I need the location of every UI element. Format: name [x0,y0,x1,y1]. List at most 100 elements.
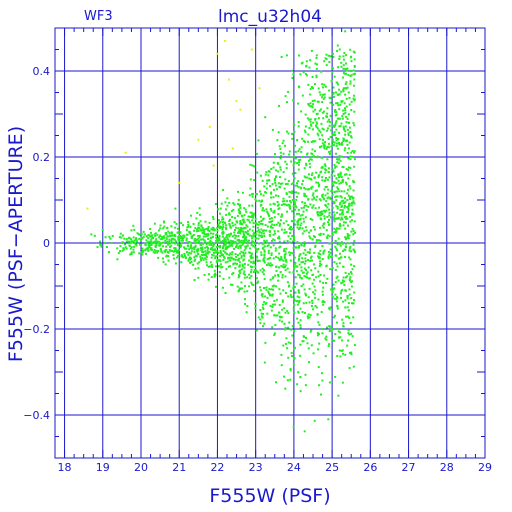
data-point [289,293,292,296]
data-point [309,229,312,232]
data-point [157,249,160,252]
data-point [144,248,147,251]
data-point [130,238,133,241]
data-point [206,227,209,230]
data-point [282,139,285,142]
data-point [335,165,338,168]
data-point [202,251,205,254]
data-point [331,291,334,294]
data-point [284,250,287,253]
data-point [348,96,351,99]
data-point [263,239,266,242]
data-point [165,233,168,236]
data-point [301,340,304,343]
data-point [318,91,321,94]
data-point [340,282,343,285]
data-point [348,333,351,336]
data-point [315,63,318,66]
data-point [283,228,286,231]
data-point [350,219,353,222]
data-point [353,251,356,254]
data-point [309,105,312,108]
data-point [313,176,316,179]
data-point [328,253,331,256]
data-point [213,269,216,272]
data-point [317,214,320,217]
data-point [289,207,292,210]
data-point [316,127,319,130]
data-point [345,139,348,142]
data-point [348,126,351,129]
data-point [236,254,239,257]
data-point [203,233,206,236]
data-point [250,211,253,214]
data-point [353,78,356,81]
data-point [265,182,268,185]
data-point [347,339,350,342]
data-point [321,210,324,213]
data-point [303,202,306,205]
data-point [352,97,355,100]
data-point [296,182,299,185]
data-point [292,271,295,274]
data-point [319,108,322,111]
data-point [322,250,325,253]
data-point [288,251,291,254]
x-tick-label: 20 [134,461,148,474]
data-point [337,237,340,240]
data-point [246,241,249,244]
data-point [342,90,345,93]
data-point [335,81,338,84]
data-point [313,83,316,86]
data-point [280,215,283,218]
data-point [326,237,329,240]
data-point [233,231,236,234]
data-point [174,226,177,229]
data-point [173,221,176,224]
data-point [274,156,277,159]
data-point [336,102,339,105]
data-point [197,267,200,270]
data-point [230,257,233,260]
data-point [339,244,342,247]
data-point [293,265,296,268]
data-point [348,278,351,281]
data-point [264,224,267,227]
data-point [326,107,329,110]
data-point [240,250,243,253]
data-point [301,179,304,182]
data-point [338,241,341,244]
data-point [346,199,349,201]
data-point [299,390,302,393]
data-point [297,218,300,221]
data-point [313,228,316,231]
data-point [255,193,258,196]
data-point [273,314,276,317]
data-point [343,206,346,209]
data-point [278,224,281,227]
data-point [292,181,295,184]
data-point [341,288,344,291]
data-point [268,214,271,217]
data-point [321,379,324,382]
data-point [290,160,293,163]
data-point [147,243,150,246]
data-point [318,198,321,201]
data-point [234,245,237,248]
data-point [125,247,128,250]
data-point [203,239,206,242]
data-point [342,166,345,169]
data-point [301,257,304,260]
data-point [339,103,342,106]
data-point [292,238,295,241]
data-point [340,256,343,259]
data-point [290,228,293,231]
data-point [183,235,186,238]
data-point [327,167,330,170]
data-point [263,322,266,325]
data-point [282,249,285,252]
data-point [166,251,169,254]
data-point [263,249,266,252]
data-point [162,220,165,223]
data-point [108,251,111,254]
